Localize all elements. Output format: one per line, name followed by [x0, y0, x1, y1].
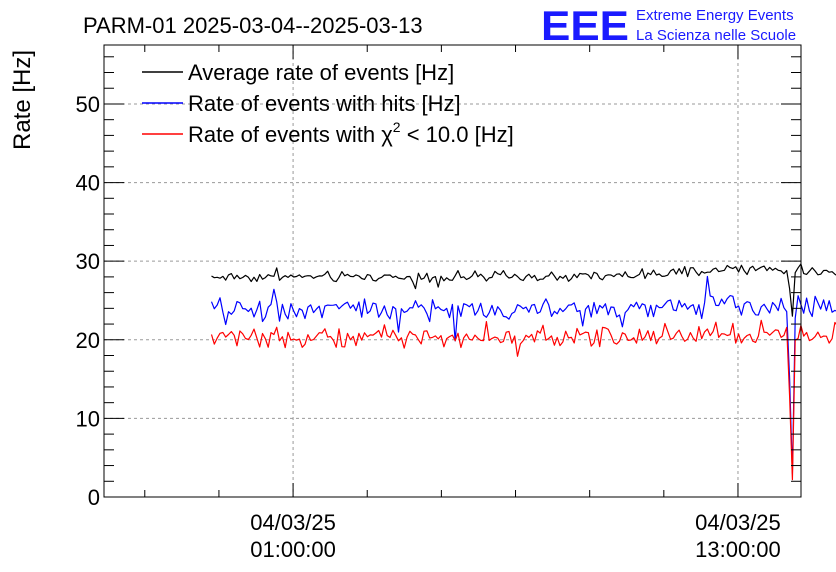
- axis-ticks: [104, 45, 801, 498]
- tick-labels: 0102030405004/03/2501:00:0004/03/2513:00…: [76, 92, 781, 562]
- grid-lines: [104, 45, 801, 497]
- legend-label-2: Rate of events with χ2 < 10.0 [Hz]: [188, 119, 514, 147]
- x-tick-label-time: 01:00:00: [250, 537, 336, 562]
- legend-label-0: Average rate of events [Hz]: [188, 60, 454, 85]
- x-tick-label-date: 04/03/25: [695, 510, 781, 535]
- y-tick-label: 50: [76, 92, 100, 117]
- eee-logo-line2: La Scienza nelle Scuole: [636, 27, 796, 44]
- x-tick-label-time: 13:00:00: [695, 537, 781, 562]
- series-lines: [210, 263, 836, 481]
- plot-frame: [103, 44, 802, 498]
- eee-logo-mark: EEE: [541, 2, 629, 49]
- x-tick-label-date: 04/03/25: [250, 510, 336, 535]
- legend-label-1: Rate of events with hits [Hz]: [188, 91, 461, 116]
- chart-title: PARM-01 2025-03-04--2025-03-13: [83, 13, 423, 38]
- legend: Average rate of events [Hz] Rate of event…: [142, 60, 514, 147]
- y-axis-label: Rate [Hz]: [9, 50, 36, 150]
- y-tick-label: 20: [76, 328, 100, 353]
- series-line-2: [210, 319, 836, 481]
- series-line-1: [210, 275, 836, 474]
- y-tick-label: 30: [76, 249, 100, 274]
- series-line-0: [211, 263, 836, 317]
- y-tick-label: 0: [88, 485, 100, 510]
- eee-logo: EEE Extreme Energy Events La Scienza nel…: [541, 2, 796, 49]
- eee-logo-line1: Extreme Energy Events: [636, 7, 794, 24]
- y-tick-label: 10: [76, 406, 100, 431]
- y-tick-label: 40: [76, 171, 100, 196]
